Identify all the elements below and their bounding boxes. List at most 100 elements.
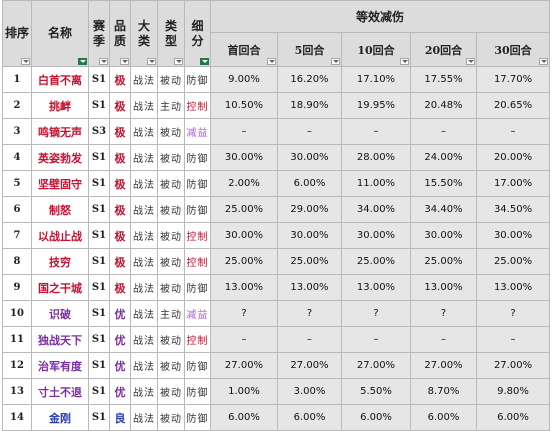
cell-grade[interactable]: 优 [109,300,131,327]
cell-reduction-value[interactable]: 13.00% [210,274,278,301]
cell-grade[interactable]: 极 [109,196,131,223]
cell-reduction-value[interactable]: 30.00% [210,222,278,249]
cell-rank[interactable]: 8 [2,248,32,275]
cell-reduction-value[interactable]: 13.00% [475,274,551,301]
cell-reduction-value[interactable]: – [475,118,551,145]
cell-grade[interactable]: 极 [109,222,131,249]
cell-reduction-value[interactable]: 15.50% [410,170,477,197]
cell-reduction-value[interactable]: 34.00% [341,196,411,223]
cell-reduction-value[interactable]: ? [410,300,477,327]
cell-reduction-value[interactable]: 30.00% [210,144,278,171]
cell-rank[interactable]: 6 [2,196,32,223]
cell-grade[interactable]: 优 [109,378,131,405]
col-header-round-20[interactable]: 20回合 [410,32,477,67]
cell-subtype[interactable]: 防御 [184,352,211,379]
cell-reduction-value[interactable]: 16.20% [277,66,342,93]
cell-name[interactable]: 英姿勃发 [31,144,89,171]
table-row[interactable]: 11 独战天下 S1 优战法 被动 控制 – – – – – [2,326,551,353]
cell-reduction-value[interactable]: 34.50% [475,196,551,223]
cell-reduction-value[interactable]: 13.00% [341,274,411,301]
cell-reduction-value[interactable]: 10.50% [210,92,278,119]
cell-grade[interactable]: 极 [109,66,131,93]
cell-category[interactable]: 战法 [130,92,158,119]
cell-reduction-value[interactable]: 30.00% [277,144,342,171]
cell-grade[interactable]: 极 [109,92,131,119]
cell-reduction-value[interactable]: 13.00% [277,274,342,301]
cell-reduction-value[interactable]: 25.00% [210,248,278,275]
cell-reduction-value[interactable]: 25.00% [210,196,278,223]
cell-reduction-value[interactable]: 13.00% [410,274,477,301]
cell-reduction-value[interactable]: 2.00% [210,170,278,197]
cell-reduction-value[interactable]: 17.55% [410,66,477,93]
filter-dropdown-icon[interactable] [331,58,340,65]
col-header-name[interactable]: 名称 [31,0,89,67]
cell-reduction-value[interactable]: 17.00% [475,170,551,197]
cell-category[interactable]: 战法 [130,274,158,301]
cell-name[interactable]: 鸣镝无声 [31,118,89,145]
cell-rank[interactable]: 12 [2,352,32,379]
cell-category[interactable]: 战法 [130,352,158,379]
col-header-subtype[interactable]: 细分 [184,0,211,67]
filter-dropdown-icon[interactable] [174,58,183,65]
cell-type[interactable]: 被动 [157,222,185,249]
filter-active-icon[interactable] [200,58,209,65]
cell-grade[interactable]: 极 [109,274,131,301]
cell-reduction-value[interactable]: 25.00% [475,248,551,275]
cell-category[interactable]: 战法 [130,196,158,223]
cell-reduction-value[interactable]: – [410,326,477,353]
cell-category[interactable]: 战法 [130,222,158,249]
cell-grade[interactable]: 极 [109,118,131,145]
table-row[interactable]: 12 治军有度 S1 优战法 被动 防御 27.00% 27.00% 27.00% 27.00% 2… [2,352,551,379]
col-header-round-1[interactable]: 首回合 [210,32,278,67]
cell-season[interactable]: S1 [88,352,110,379]
cell-reduction-value[interactable]: 20.48% [410,92,477,119]
cell-reduction-value[interactable]: 9.00% [210,66,278,93]
cell-reduction-value[interactable]: 27.00% [410,352,477,379]
cell-subtype[interactable]: 控制 [184,326,211,353]
cell-reduction-value[interactable]: 20.00% [475,144,551,171]
cell-type[interactable]: 被动 [157,326,185,353]
cell-reduction-value[interactable]: ? [277,300,342,327]
cell-reduction-value[interactable]: 25.00% [410,248,477,275]
cell-reduction-value[interactable]: 25.00% [341,248,411,275]
cell-reduction-value[interactable]: ? [475,300,551,327]
cell-reduction-value[interactable]: 1.00% [210,378,278,405]
cell-reduction-value[interactable]: – [210,118,278,145]
cell-rank[interactable]: 9 [2,274,32,301]
cell-rank[interactable]: 1 [2,66,32,93]
cell-name[interactable]: 以战止战 [31,222,89,249]
table-row[interactable]: 13 寸土不退 S1 优战法 被动 防御 1.00% 3.00% 5.50% 8.70% 9.80% [2,378,551,405]
cell-category[interactable]: 战法 [130,118,158,145]
cell-season[interactable]: S1 [88,378,110,405]
cell-grade[interactable]: 优 [109,326,131,353]
cell-grade[interactable]: 优 [109,352,131,379]
cell-rank[interactable]: 7 [2,222,32,249]
cell-rank[interactable]: 4 [2,144,32,171]
col-header-round-5[interactable]: 5回合 [277,32,342,67]
cell-name[interactable]: 寸土不退 [31,378,89,405]
cell-reduction-value[interactable]: – [410,118,477,145]
filter-dropdown-icon[interactable] [539,58,549,65]
cell-rank[interactable]: 11 [2,326,32,353]
cell-reduction-value[interactable]: 9.80% [475,378,551,405]
cell-reduction-value[interactable]: 18.90% [277,92,342,119]
cell-subtype[interactable]: 防御 [184,66,211,93]
cell-subtype[interactable]: 控制 [184,222,211,249]
cell-subtype[interactable]: 防御 [184,274,211,301]
cell-reduction-value[interactable]: 30.00% [410,222,477,249]
cell-reduction-value[interactable]: 17.10% [341,66,411,93]
cell-reduction-value[interactable]: 30.00% [341,222,411,249]
cell-reduction-value[interactable]: 27.00% [277,352,342,379]
cell-reduction-value[interactable]: 11.00% [341,170,411,197]
table-row[interactable]: 3 鸣镝无声 S3 极战法 被动 减益 – – – – – [2,118,551,145]
cell-reduction-value[interactable]: 27.00% [210,352,278,379]
cell-reduction-value[interactable]: 34.40% [410,196,477,223]
filter-dropdown-icon[interactable] [267,58,276,65]
cell-reduction-value[interactable]: ? [341,300,411,327]
cell-grade[interactable]: 极 [109,170,131,197]
col-header-round-10[interactable]: 10回合 [341,32,411,67]
table-row[interactable]: 6 制怒 S1 极战法 被动 防御 25.00% 29.00% 34.00% 34.40% 34.5… [2,196,551,223]
table-row[interactable]: 8 技穷 S1 极战法 被动 控制 25.00% 25.00% 25.00% 25.00% 25.0… [2,248,551,275]
filter-dropdown-icon[interactable] [21,58,30,65]
cell-reduction-value[interactable]: – [341,326,411,353]
